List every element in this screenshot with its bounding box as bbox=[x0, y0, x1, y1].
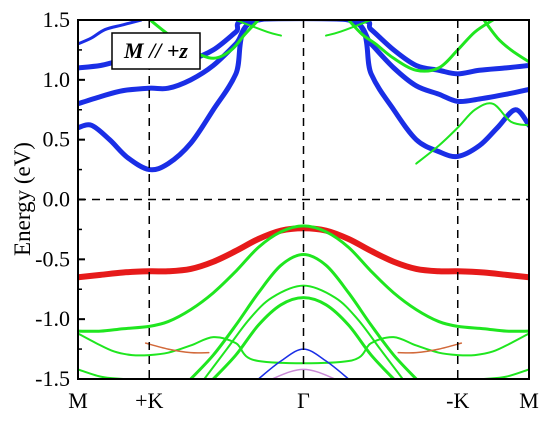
y-tick-labels: -1.5 -1.0 -0.5 0.0 0.5 1.0 1.5 bbox=[35, 7, 70, 391]
band-blue-2 bbox=[78, 20, 529, 107]
band-green-12 bbox=[482, 20, 529, 64]
band-orange-18 bbox=[144, 342, 210, 354]
band-green-8 bbox=[211, 296, 396, 379]
annotation-label: M // +z bbox=[123, 38, 188, 63]
band-blue-1 bbox=[78, 20, 529, 173]
band-blue-4 bbox=[78, 20, 143, 46]
band-green-5 bbox=[78, 224, 529, 333]
axis-ticks bbox=[78, 19, 85, 380]
annotation-box: M // +z bbox=[111, 32, 201, 70]
band-green-13 bbox=[234, 20, 282, 37]
band-purple-21 bbox=[271, 368, 336, 379]
guide-lines bbox=[78, 20, 529, 379]
y-tick-label-0: -1.5 bbox=[35, 366, 70, 391]
x-tick-label-1: +K bbox=[135, 388, 163, 413]
y-axis-label: Energy (eV) bbox=[10, 142, 35, 256]
y-tick-label-2: -0.5 bbox=[35, 246, 70, 271]
x-tick-labels: M +K Γ -K M bbox=[68, 388, 539, 413]
y-tick-label-3: 0.0 bbox=[43, 187, 71, 212]
band-green-16 bbox=[78, 368, 147, 379]
y-tick-label-6: 1.5 bbox=[43, 7, 71, 32]
x-tick-label-3: -K bbox=[446, 388, 469, 413]
band-green-6 bbox=[189, 253, 418, 379]
band-green-11 bbox=[347, 20, 495, 73]
y-tick-label-5: 1.0 bbox=[43, 67, 71, 92]
band-green-15 bbox=[415, 102, 529, 165]
band-green-17 bbox=[460, 368, 529, 379]
y-tick-label-1: -1.0 bbox=[35, 306, 70, 331]
band-red-0 bbox=[78, 225, 529, 281]
band-green-14 bbox=[325, 20, 373, 37]
x-tick-label-4: M bbox=[519, 388, 539, 413]
x-tick-label-0: M bbox=[68, 388, 88, 413]
y-tick-label-4: 0.5 bbox=[43, 127, 71, 152]
band-orange-19 bbox=[397, 342, 463, 354]
band-green-7 bbox=[203, 284, 404, 379]
x-tick-label-2: Γ bbox=[297, 388, 310, 413]
